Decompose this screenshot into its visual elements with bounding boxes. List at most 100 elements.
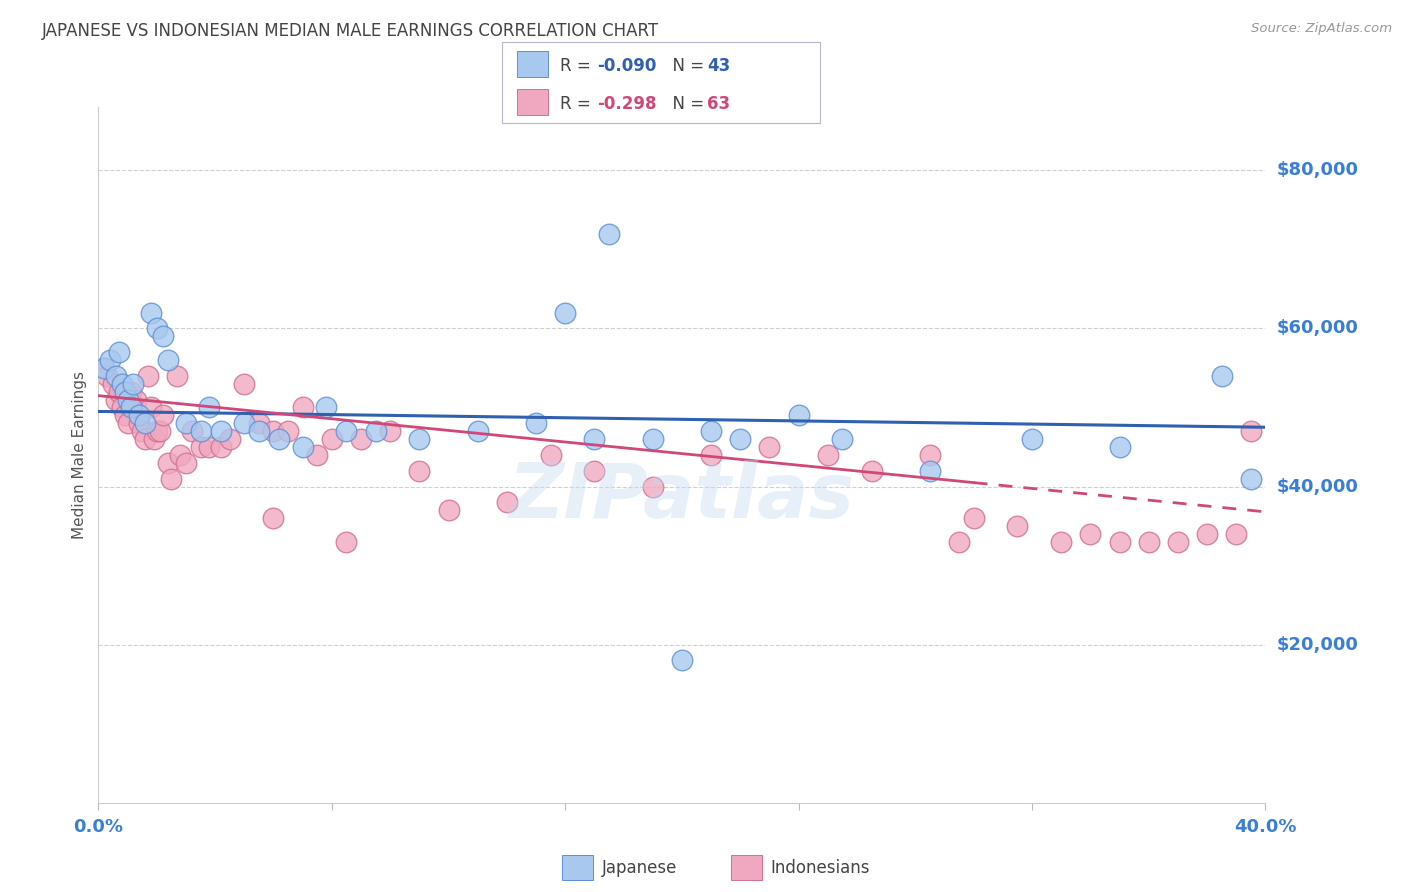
- Point: [233, 417, 256, 431]
- Point: [269, 432, 291, 446]
- Point: [918, 464, 941, 478]
- Point: [128, 409, 150, 423]
- Point: [152, 329, 174, 343]
- Point: [277, 424, 299, 438]
- Point: [169, 448, 191, 462]
- Text: R =: R =: [560, 57, 596, 75]
- Point: [117, 392, 139, 407]
- Point: [209, 440, 232, 454]
- Text: $80,000: $80,000: [1277, 161, 1358, 179]
- Text: Source: ZipAtlas.com: Source: ZipAtlas.com: [1251, 22, 1392, 36]
- Point: [307, 448, 329, 462]
- Point: [120, 401, 142, 415]
- Point: [1137, 535, 1160, 549]
- Point: [166, 368, 188, 383]
- Point: [233, 376, 256, 391]
- Point: [157, 456, 180, 470]
- Point: [335, 535, 357, 549]
- Point: [134, 417, 156, 431]
- Point: [554, 305, 576, 319]
- Point: [120, 384, 142, 399]
- Point: [408, 464, 430, 478]
- Point: [1108, 440, 1130, 454]
- Text: ZIPatlas: ZIPatlas: [509, 459, 855, 533]
- Point: [142, 432, 165, 446]
- Point: [831, 432, 853, 446]
- Point: [180, 424, 202, 438]
- Point: [321, 432, 343, 446]
- Point: [247, 417, 270, 431]
- Point: [160, 472, 183, 486]
- Text: $40,000: $40,000: [1277, 477, 1358, 496]
- Point: [1240, 472, 1263, 486]
- Point: [131, 424, 153, 438]
- Point: [1007, 519, 1029, 533]
- Point: [700, 424, 723, 438]
- Point: [598, 227, 620, 241]
- Point: [758, 440, 780, 454]
- Point: [174, 417, 197, 431]
- Point: [96, 368, 118, 383]
- Text: Indonesians: Indonesians: [770, 859, 870, 877]
- Text: -0.298: -0.298: [598, 95, 657, 112]
- Point: [524, 417, 547, 431]
- Point: [146, 321, 169, 335]
- Point: [1195, 527, 1218, 541]
- Text: R =: R =: [560, 95, 596, 112]
- Point: [860, 464, 883, 478]
- Point: [495, 495, 517, 509]
- Point: [104, 368, 127, 383]
- Point: [1108, 535, 1130, 549]
- Point: [918, 448, 941, 462]
- Point: [315, 401, 337, 415]
- Text: -0.090: -0.090: [598, 57, 657, 75]
- Point: [671, 653, 693, 667]
- Point: [104, 392, 127, 407]
- Point: [93, 361, 115, 376]
- Point: [291, 401, 314, 415]
- Text: $60,000: $60,000: [1277, 319, 1358, 337]
- Point: [1080, 527, 1102, 541]
- Point: [540, 448, 562, 462]
- Point: [583, 432, 606, 446]
- Text: N =: N =: [662, 57, 710, 75]
- Point: [190, 440, 212, 454]
- Point: [122, 376, 145, 391]
- Point: [111, 376, 134, 391]
- Point: [408, 432, 430, 446]
- Point: [152, 409, 174, 423]
- Point: [1021, 432, 1043, 446]
- Point: [114, 409, 136, 423]
- Text: 63: 63: [707, 95, 730, 112]
- Point: [108, 345, 131, 359]
- Point: [437, 503, 460, 517]
- Point: [335, 424, 357, 438]
- Point: [157, 353, 180, 368]
- Point: [641, 432, 664, 446]
- Point: [364, 424, 387, 438]
- Point: [262, 424, 284, 438]
- Point: [817, 448, 839, 462]
- Point: [787, 409, 810, 423]
- Point: [198, 440, 221, 454]
- Point: [700, 448, 723, 462]
- Point: [136, 368, 159, 383]
- Point: [139, 305, 162, 319]
- Point: [467, 424, 489, 438]
- Point: [1211, 368, 1233, 383]
- Point: [583, 464, 606, 478]
- Point: [146, 424, 169, 438]
- Point: [111, 401, 134, 415]
- Point: [122, 401, 145, 415]
- Point: [378, 424, 402, 438]
- Point: [190, 424, 212, 438]
- Point: [962, 511, 984, 525]
- Point: [117, 417, 139, 431]
- Point: [149, 424, 172, 438]
- Point: [948, 535, 970, 549]
- Point: [128, 417, 150, 431]
- Point: [108, 384, 131, 399]
- Point: [125, 392, 148, 407]
- Point: [209, 424, 232, 438]
- Point: [728, 432, 751, 446]
